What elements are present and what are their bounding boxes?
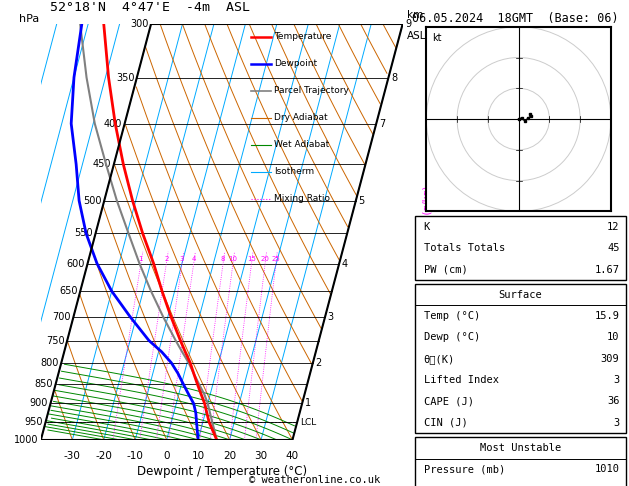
Text: 15: 15 <box>247 256 256 262</box>
Text: Dry Adiabat: Dry Adiabat <box>274 113 328 122</box>
Text: 0: 0 <box>164 451 170 462</box>
Text: 9: 9 <box>405 19 411 29</box>
Text: 1: 1 <box>304 399 311 408</box>
Text: 300: 300 <box>130 19 148 29</box>
Text: 1.67: 1.67 <box>594 264 620 275</box>
Bar <box>415 437 626 486</box>
Text: 52°18'N  4°47'E  -4m  ASL: 52°18'N 4°47'E -4m ASL <box>50 1 250 14</box>
Text: Most Unstable: Most Unstable <box>480 443 561 453</box>
Text: Totals Totals: Totals Totals <box>423 243 505 253</box>
Text: 7: 7 <box>379 119 385 129</box>
Text: Dewpoint / Temperature (°C): Dewpoint / Temperature (°C) <box>136 465 307 478</box>
Text: Isotherm: Isotherm <box>274 167 314 176</box>
Text: 3: 3 <box>328 312 334 322</box>
Bar <box>415 284 626 434</box>
Bar <box>415 216 626 280</box>
Text: 40: 40 <box>286 451 299 462</box>
Text: 15.9: 15.9 <box>594 311 620 321</box>
Text: Dewpoint: Dewpoint <box>274 59 317 68</box>
Text: 45: 45 <box>607 243 620 253</box>
Text: © weatheronline.co.uk: © weatheronline.co.uk <box>249 475 380 485</box>
Text: 600: 600 <box>67 259 85 269</box>
Text: 350: 350 <box>116 72 135 83</box>
Text: 400: 400 <box>104 119 122 129</box>
Text: Dewp (°C): Dewp (°C) <box>423 332 480 343</box>
Text: 4: 4 <box>342 259 348 269</box>
Text: 8: 8 <box>391 72 397 83</box>
Text: 06.05.2024  18GMT  (Base: 06): 06.05.2024 18GMT (Base: 06) <box>412 12 618 25</box>
Text: Mixing Ratio: Mixing Ratio <box>274 194 330 203</box>
Text: 25: 25 <box>272 256 281 262</box>
Text: 1010: 1010 <box>594 464 620 474</box>
Text: -20: -20 <box>96 451 112 462</box>
Text: 30: 30 <box>255 451 267 462</box>
Text: 3: 3 <box>613 375 620 385</box>
Text: 5: 5 <box>359 195 365 206</box>
Text: 12: 12 <box>607 222 620 232</box>
Text: 800: 800 <box>40 358 58 368</box>
Text: Temperature: Temperature <box>274 32 331 41</box>
Text: 950: 950 <box>25 417 43 427</box>
Text: 900: 900 <box>30 399 48 408</box>
Text: CAPE (J): CAPE (J) <box>423 397 474 406</box>
Text: PW (cm): PW (cm) <box>423 264 467 275</box>
Text: Mixing Ratio (g/kg): Mixing Ratio (g/kg) <box>423 186 433 278</box>
Text: 700: 700 <box>52 312 71 322</box>
Text: 20: 20 <box>223 451 236 462</box>
Text: 10: 10 <box>228 256 238 262</box>
Text: ASL: ASL <box>408 31 427 41</box>
Text: 10: 10 <box>192 451 204 462</box>
Text: -10: -10 <box>127 451 143 462</box>
Text: 3: 3 <box>613 418 620 428</box>
Text: CIN (J): CIN (J) <box>423 418 467 428</box>
Text: Parcel Trajectory: Parcel Trajectory <box>274 87 349 95</box>
Text: 550: 550 <box>74 228 93 239</box>
Text: 2: 2 <box>164 256 169 262</box>
Text: 1: 1 <box>138 256 143 262</box>
Text: 750: 750 <box>46 335 65 346</box>
Text: kt: kt <box>432 33 442 43</box>
Text: 500: 500 <box>83 195 102 206</box>
Text: 8: 8 <box>221 256 225 262</box>
Text: Wet Adiabat: Wet Adiabat <box>274 140 330 149</box>
Text: 10: 10 <box>607 332 620 343</box>
Text: 650: 650 <box>59 286 78 296</box>
Text: hPa: hPa <box>19 14 39 24</box>
Text: Surface: Surface <box>499 290 542 300</box>
Text: 3: 3 <box>180 256 184 262</box>
Text: Temp (°C): Temp (°C) <box>423 311 480 321</box>
Text: 4: 4 <box>191 256 196 262</box>
Text: 309: 309 <box>601 354 620 364</box>
Text: LCL: LCL <box>299 417 316 427</box>
Text: Lifted Index: Lifted Index <box>423 375 499 385</box>
Text: 1000: 1000 <box>14 435 38 445</box>
Text: 36: 36 <box>607 397 620 406</box>
Text: 20: 20 <box>260 256 270 262</box>
Text: 2: 2 <box>315 358 321 368</box>
Text: Pressure (mb): Pressure (mb) <box>423 464 505 474</box>
Text: km: km <box>408 10 423 20</box>
Text: θᴄ(K): θᴄ(K) <box>423 354 455 364</box>
Text: 450: 450 <box>93 159 111 169</box>
Text: -30: -30 <box>64 451 81 462</box>
Text: K: K <box>423 222 430 232</box>
Text: 850: 850 <box>35 379 53 389</box>
